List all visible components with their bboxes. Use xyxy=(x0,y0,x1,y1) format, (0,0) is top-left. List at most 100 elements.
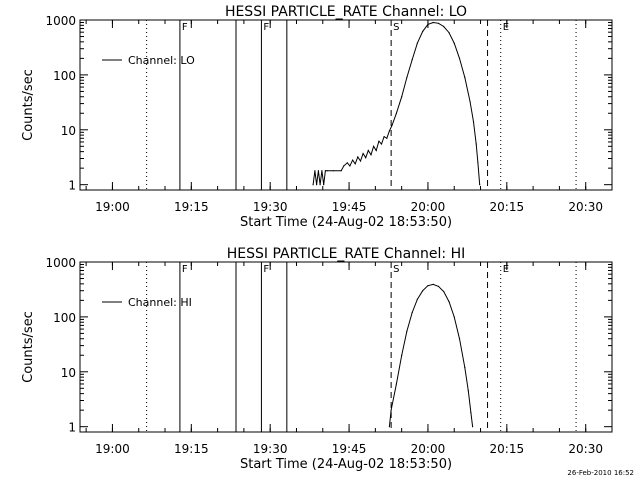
data-point xyxy=(411,311,413,314)
series-points xyxy=(388,283,474,428)
event-marker-label: E xyxy=(503,264,509,275)
chart-title: HESSI PARTICLE_RATE Channel: LO xyxy=(225,4,467,20)
data-point xyxy=(406,76,408,78)
data-point xyxy=(383,136,385,138)
data-point xyxy=(326,170,328,172)
data-point xyxy=(469,100,471,102)
data-point xyxy=(406,330,408,332)
data-point xyxy=(395,383,397,385)
series-line xyxy=(312,21,481,185)
data-point xyxy=(427,23,429,25)
x-tick-label: 19:45 xyxy=(332,200,367,214)
footer-timestamp: 26-Feb-2010 16:52 xyxy=(567,469,634,477)
data-point xyxy=(464,366,466,368)
data-point xyxy=(365,157,367,159)
data-point xyxy=(378,140,380,142)
data-point xyxy=(357,156,359,158)
data-point xyxy=(323,184,325,186)
data-point xyxy=(472,426,474,428)
data-point xyxy=(437,285,440,287)
data-point xyxy=(312,184,314,186)
data-point xyxy=(319,184,321,186)
data-point xyxy=(422,30,424,32)
chart-panel-lo: HESSI PARTICLE_RATE Channel: LO 19:00 19:1… xyxy=(21,4,613,230)
data-point xyxy=(475,143,477,145)
data-point xyxy=(332,170,334,172)
legend-label: Channel: LO xyxy=(128,54,195,67)
event-marker-label: S xyxy=(393,22,399,33)
x-tick-label: 20:30 xyxy=(568,200,603,214)
data-point xyxy=(443,25,445,28)
chart-panel-hi: HESSI PARTICLE_RATE Channel: HI 19:00 19:1… xyxy=(21,246,613,472)
data-point xyxy=(416,42,418,44)
x-tick-label: 20:00 xyxy=(411,442,446,456)
y-tick-label: 1000 xyxy=(45,256,76,270)
data-point xyxy=(477,162,479,164)
data-point xyxy=(359,160,362,162)
data-point xyxy=(375,149,377,152)
data-point xyxy=(453,42,455,44)
data-point xyxy=(316,184,318,186)
x-tick-label: 19:15 xyxy=(174,200,209,214)
data-point xyxy=(388,130,390,132)
data-point xyxy=(321,170,323,172)
y-axis-label: Counts/sec xyxy=(21,69,36,141)
plot-frame xyxy=(79,19,613,191)
data-point xyxy=(458,338,461,340)
series-points xyxy=(312,21,481,186)
data-point xyxy=(479,184,481,186)
data-point xyxy=(340,170,342,172)
data-point xyxy=(437,22,440,24)
y-axis: 1 10 100 1000 xyxy=(45,14,612,193)
data-point xyxy=(388,426,390,428)
data-point xyxy=(373,145,375,147)
data-point xyxy=(427,285,429,287)
x-tick-label: 19:45 xyxy=(332,442,367,456)
event-marker-label: F xyxy=(182,264,188,275)
legend: Channel: LO xyxy=(102,54,195,67)
x-axis-label: Start Time (24-Aug-02 18:53:50) xyxy=(240,215,452,230)
x-axis-label: Start Time (24-Aug-02 18:53:50) xyxy=(240,457,452,472)
x-tick-label: 20:30 xyxy=(568,442,603,456)
data-point xyxy=(448,301,450,303)
data-point xyxy=(362,152,364,155)
y-tick-label: 100 xyxy=(53,311,76,325)
y-tick-label: 100 xyxy=(53,69,76,83)
x-tick-label: 19:30 xyxy=(253,442,288,456)
plot-frame xyxy=(79,261,613,433)
x-tick-label: 20:15 xyxy=(490,442,525,456)
data-point xyxy=(432,283,434,285)
data-point xyxy=(472,121,475,123)
data-point xyxy=(448,31,450,34)
event-marker-label: F xyxy=(182,22,188,33)
data-point xyxy=(395,112,397,114)
y-axis: 1 10 100 1000 xyxy=(45,256,612,435)
x-axis: 19:00 19:15 19:30 19:45 20:00 20:15 20:30 xyxy=(85,20,613,214)
y-tick-label: 1 xyxy=(68,179,76,193)
data-point xyxy=(416,298,418,300)
x-tick-label: 20:15 xyxy=(490,200,525,214)
data-point xyxy=(401,96,403,98)
data-point xyxy=(324,170,326,172)
data-point xyxy=(314,170,316,172)
data-point xyxy=(411,59,413,61)
data-point xyxy=(352,159,354,161)
y-axis-label: Counts/sec xyxy=(21,311,36,383)
data-point xyxy=(386,137,388,139)
data-point xyxy=(391,124,393,126)
event-marker-label: S xyxy=(393,264,399,275)
data-point xyxy=(367,149,369,152)
data-point xyxy=(370,154,372,156)
data-point xyxy=(432,21,434,24)
data-point xyxy=(467,390,469,392)
y-tick-label: 10 xyxy=(61,366,76,380)
event-marker-label: F xyxy=(263,264,269,275)
data-point xyxy=(317,170,319,172)
data-point xyxy=(470,412,472,414)
data-point xyxy=(346,162,348,164)
legend-label: Channel: HI xyxy=(128,296,192,309)
y-tick-label: 1000 xyxy=(45,14,76,28)
